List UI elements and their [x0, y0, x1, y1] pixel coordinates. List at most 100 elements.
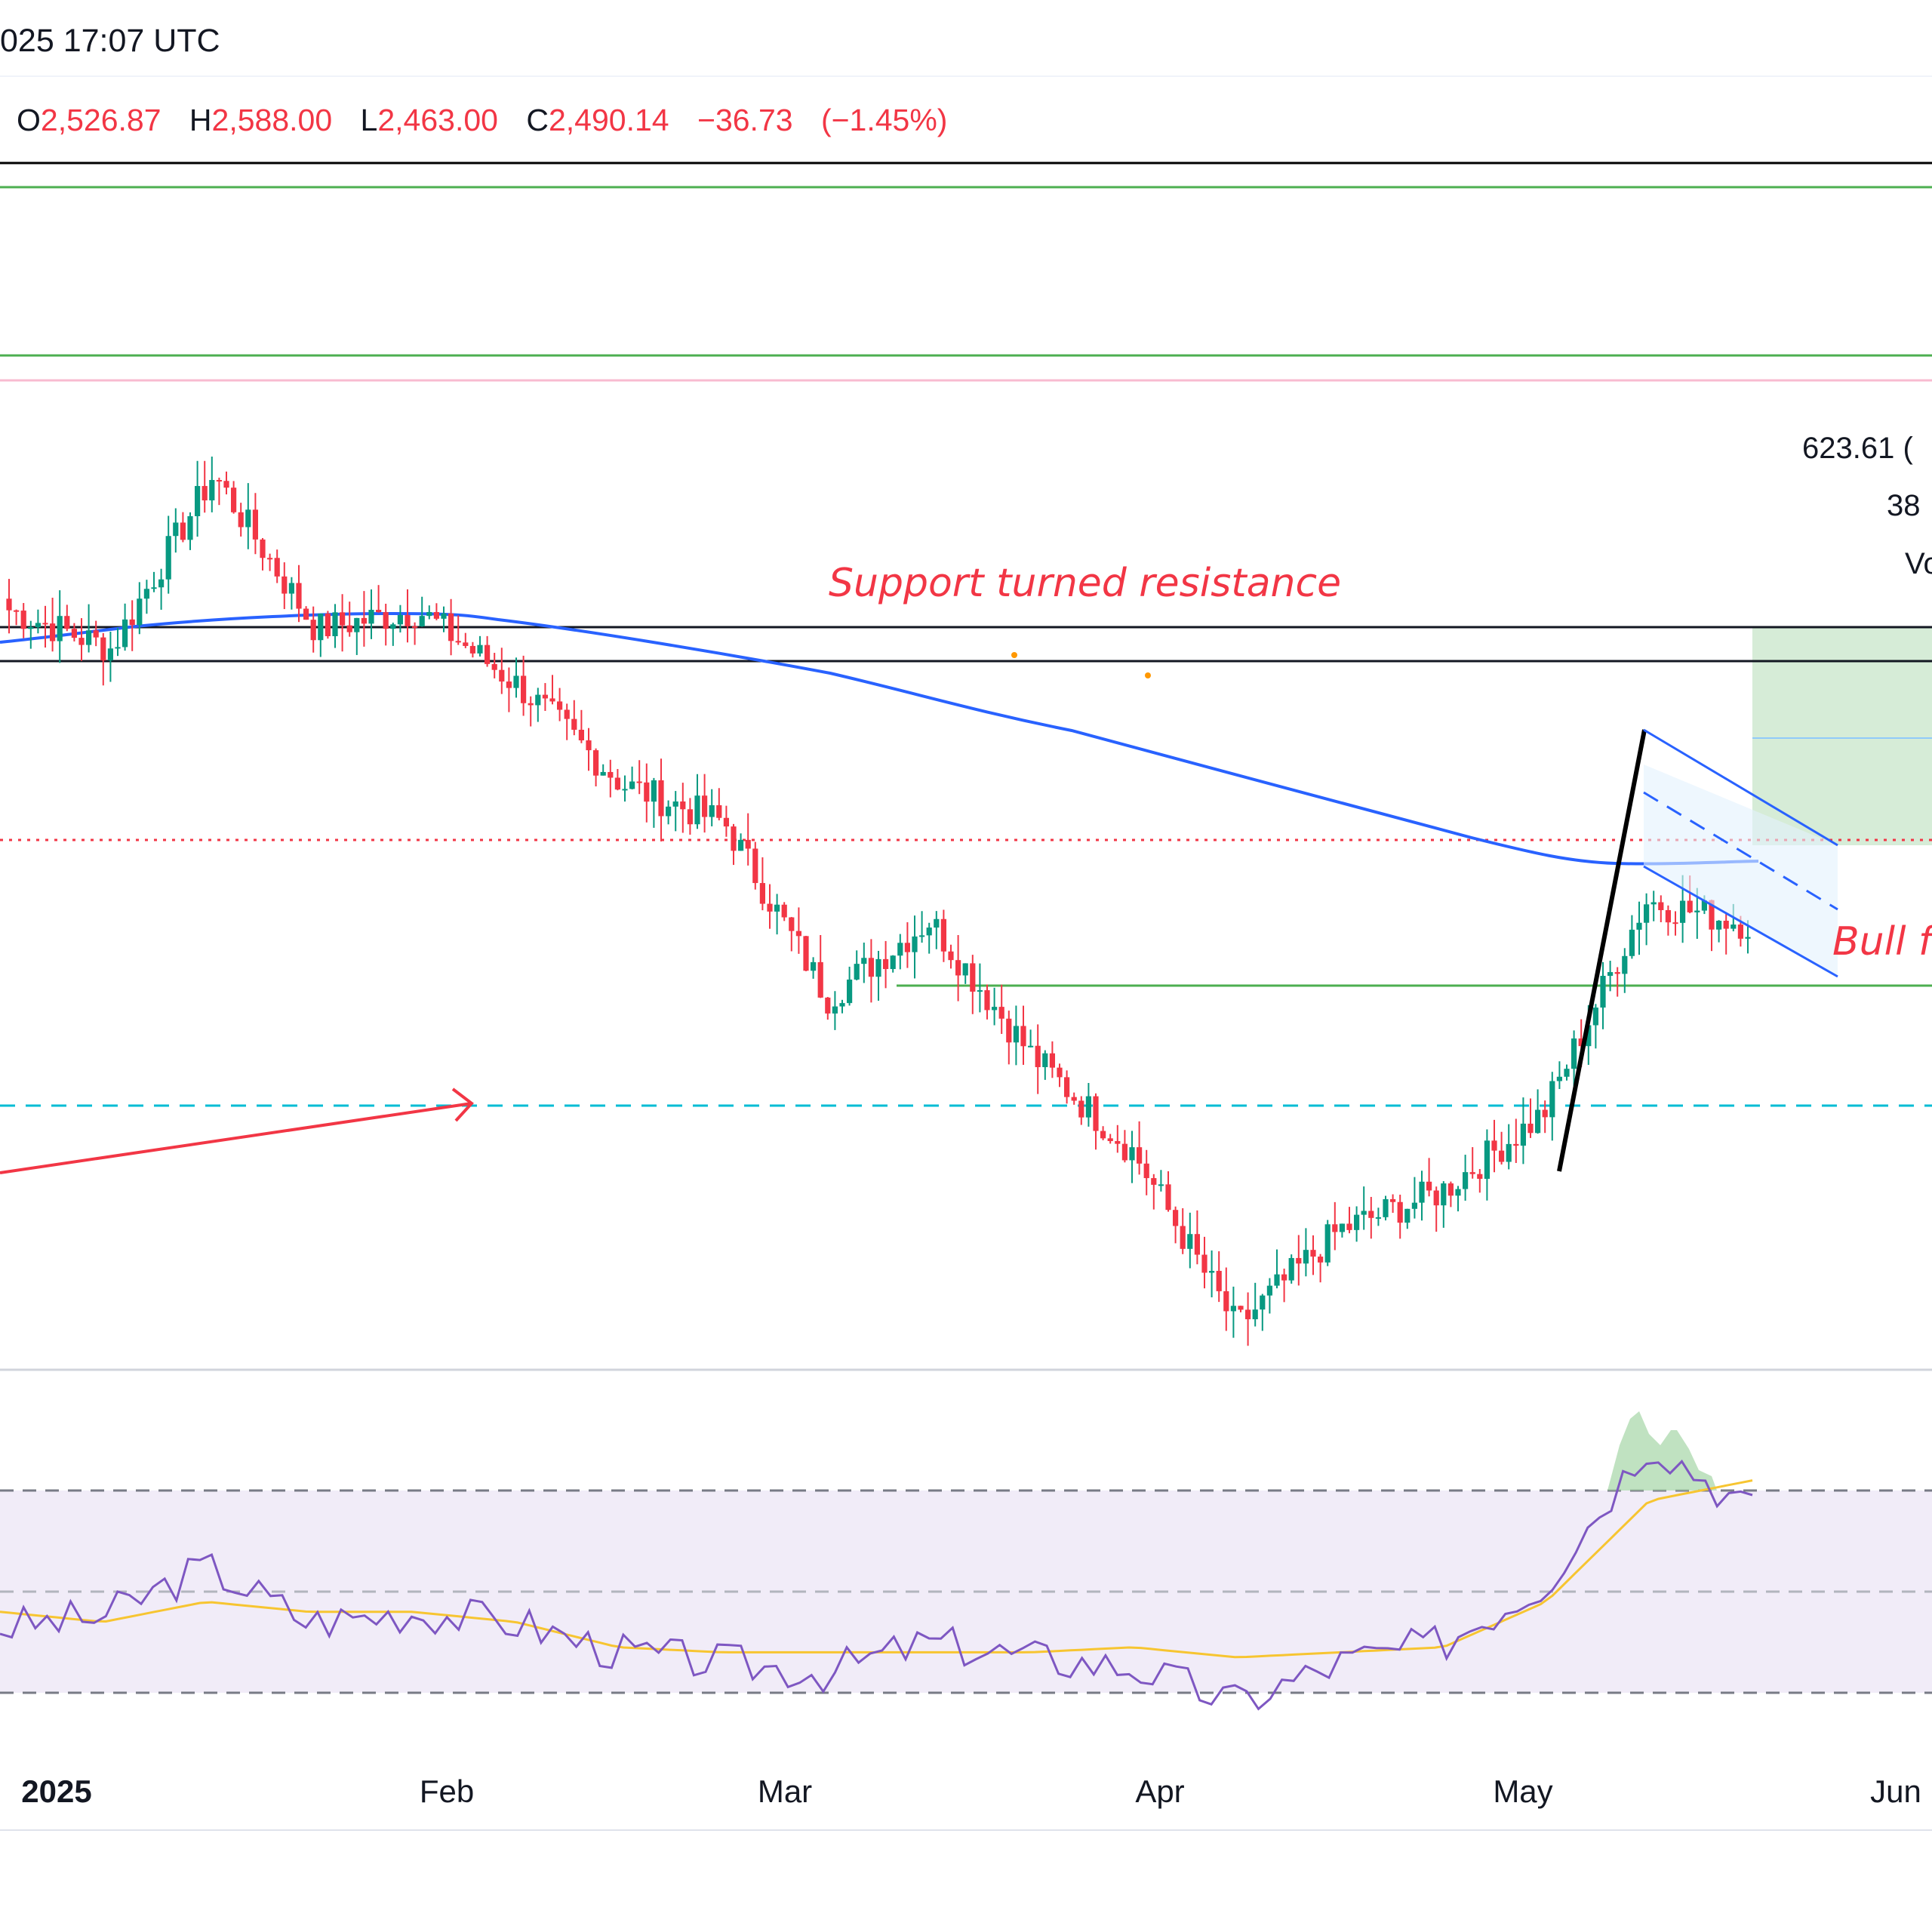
candle-body[interactable] — [759, 883, 765, 904]
candle-body[interactable] — [1252, 1309, 1258, 1320]
candle-body[interactable] — [340, 612, 346, 626]
candle-body[interactable] — [1281, 1274, 1287, 1281]
candle-body[interactable] — [716, 804, 722, 818]
candle-body[interactable] — [448, 613, 454, 641]
candle-body[interactable] — [115, 647, 121, 649]
candle-body[interactable] — [1121, 1143, 1128, 1161]
candle-body[interactable] — [35, 623, 41, 627]
candle-body[interactable] — [180, 522, 186, 540]
candle-body[interactable] — [825, 997, 831, 1014]
candle-body[interactable] — [267, 558, 273, 560]
candle-body[interactable] — [789, 917, 795, 931]
candle-body[interactable] — [1064, 1077, 1070, 1097]
candle-body[interactable] — [1303, 1250, 1309, 1264]
candle-body[interactable] — [1542, 1109, 1548, 1118]
candle-body[interactable] — [1636, 922, 1642, 930]
candle-body[interactable] — [332, 612, 338, 637]
candle-body[interactable] — [390, 624, 396, 629]
candle-body[interactable] — [354, 617, 360, 632]
candle-body[interactable] — [1730, 924, 1737, 929]
candle-body[interactable] — [143, 589, 149, 599]
candle-body[interactable] — [1245, 1309, 1251, 1320]
candle-body[interactable] — [325, 614, 331, 637]
candle-body[interactable] — [1411, 1202, 1417, 1209]
candle-body[interactable] — [1463, 1172, 1469, 1189]
candle-body[interactable] — [1296, 1257, 1302, 1264]
candle-body[interactable] — [875, 958, 881, 977]
candle-body[interactable] — [195, 485, 201, 516]
candle-body[interactable] — [904, 943, 910, 952]
candle-body[interactable] — [1368, 1211, 1374, 1218]
candle-body[interactable] — [542, 694, 548, 699]
candle-body[interactable] — [1592, 1008, 1598, 1026]
candle-body[interactable] — [745, 839, 751, 849]
candle-body[interactable] — [926, 928, 932, 936]
candle-body[interactable] — [173, 522, 179, 537]
candle-body[interactable] — [1520, 1123, 1526, 1146]
candle-body[interactable] — [1687, 900, 1693, 912]
candle-body[interactable] — [854, 964, 860, 980]
candle-body[interactable] — [1354, 1214, 1360, 1230]
candle-body[interactable] — [984, 990, 990, 1011]
bull-flag-annotation[interactable]: Bull f — [1832, 919, 1932, 964]
candle-body[interactable] — [723, 817, 729, 827]
candle-body[interactable] — [1527, 1123, 1534, 1134]
candle-body[interactable] — [1499, 1150, 1505, 1162]
candle-body[interactable] — [1115, 1140, 1121, 1144]
candle-body[interactable] — [644, 782, 650, 802]
candle-body[interactable] — [310, 620, 316, 641]
candle-body[interactable] — [948, 951, 954, 961]
candle-body[interactable] — [1404, 1208, 1411, 1223]
candle-body[interactable] — [1266, 1285, 1272, 1296]
candle-body[interactable] — [1035, 1045, 1041, 1068]
candle-body[interactable] — [1665, 909, 1671, 923]
candle-body[interactable] — [970, 963, 976, 992]
candle-body[interactable] — [1491, 1140, 1497, 1151]
candle-body[interactable] — [528, 703, 534, 706]
candle-body[interactable] — [405, 615, 411, 626]
candle-body[interactable] — [557, 701, 563, 710]
resistance-annotation[interactable]: Support turned resistance — [829, 561, 1341, 606]
candle-body[interactable] — [1173, 1210, 1179, 1226]
candle-body[interactable] — [1020, 1026, 1026, 1047]
candle-body[interactable] — [702, 795, 708, 817]
candle-body[interactable] — [368, 610, 374, 624]
candle-body[interactable] — [1187, 1234, 1193, 1249]
candle-body[interactable] — [64, 616, 70, 629]
candle-body[interactable] — [658, 780, 664, 817]
candle-body[interactable] — [651, 780, 657, 802]
candle-body[interactable] — [731, 826, 737, 851]
candle-body[interactable] — [535, 694, 541, 706]
candle-body[interactable] — [1723, 921, 1729, 929]
candle-body[interactable] — [1346, 1223, 1352, 1230]
candle-body[interactable] — [245, 509, 251, 528]
candle-body[interactable] — [1513, 1143, 1519, 1146]
candle-body[interactable] — [962, 963, 968, 976]
candle-body[interactable] — [1223, 1291, 1229, 1312]
candle-body[interactable] — [1006, 1018, 1012, 1043]
candle-body[interactable] — [318, 614, 324, 641]
candle-body[interactable] — [281, 576, 288, 594]
candle-body[interactable] — [412, 626, 418, 628]
candle-body[interactable] — [636, 781, 642, 783]
candle-body[interactable] — [803, 936, 809, 971]
candle-body[interactable] — [499, 669, 505, 682]
candle-body[interactable] — [1419, 1181, 1425, 1203]
candle-body[interactable] — [441, 613, 447, 619]
candle-body[interactable] — [238, 512, 244, 528]
candle-body[interactable] — [549, 698, 555, 702]
candle-body[interactable] — [1230, 1306, 1236, 1312]
candle-body[interactable] — [71, 629, 77, 638]
candle-body[interactable] — [1571, 1038, 1577, 1069]
candle-body[interactable] — [1143, 1163, 1149, 1179]
candle-body[interactable] — [187, 515, 193, 540]
candle-body[interactable] — [955, 960, 961, 976]
candle-body[interactable] — [1651, 902, 1657, 905]
candle-body[interactable] — [940, 918, 946, 952]
candle-body[interactable] — [1426, 1181, 1432, 1191]
candle-body[interactable] — [1622, 955, 1628, 974]
candle-body[interactable] — [586, 740, 592, 751]
candle-body[interactable] — [1694, 910, 1700, 912]
candle-body[interactable] — [1216, 1270, 1222, 1291]
candle-body[interactable] — [513, 675, 519, 688]
